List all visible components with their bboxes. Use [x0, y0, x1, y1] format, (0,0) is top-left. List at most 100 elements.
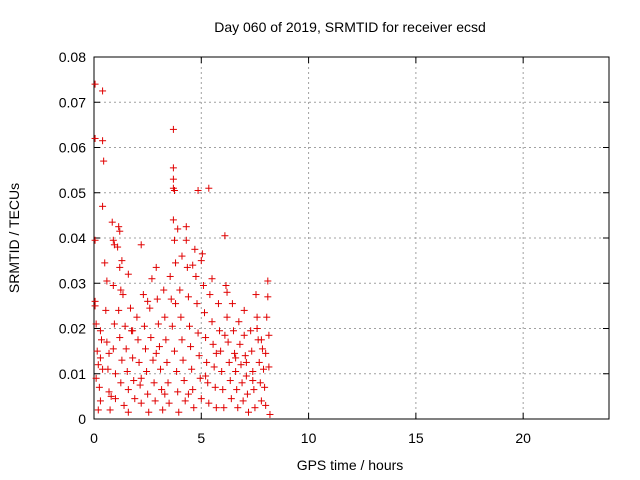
data-point — [94, 406, 102, 414]
data-point — [205, 399, 213, 407]
data-point — [197, 395, 205, 403]
data-point — [245, 408, 252, 416]
data-point — [264, 277, 272, 285]
data-point — [142, 345, 149, 353]
data-point — [233, 386, 241, 394]
data-point — [109, 282, 117, 290]
data-point — [223, 288, 231, 296]
data-point — [257, 397, 265, 405]
data-point — [169, 175, 177, 183]
data-point — [260, 365, 268, 373]
data-point — [266, 410, 274, 418]
points-layer — [91, 80, 274, 418]
data-point — [137, 374, 145, 382]
data-point — [153, 295, 161, 303]
data-point — [169, 125, 177, 133]
data-point — [196, 374, 204, 382]
data-point — [228, 300, 236, 308]
data-point — [129, 327, 137, 335]
data-point — [134, 336, 142, 344]
data-point — [194, 329, 202, 337]
data-point — [151, 397, 159, 405]
data-point — [265, 331, 273, 339]
data-point — [209, 340, 217, 348]
data-point — [144, 390, 152, 398]
data-point — [178, 336, 186, 344]
data-point — [195, 352, 203, 360]
data-point — [103, 338, 111, 346]
data-point — [218, 367, 226, 375]
data-point — [264, 293, 272, 301]
data-point — [143, 367, 151, 375]
data-point — [261, 383, 269, 391]
data-point — [107, 392, 115, 400]
data-point — [190, 404, 198, 412]
data-point — [206, 291, 214, 299]
data-point — [100, 157, 108, 165]
data-point — [223, 313, 231, 321]
data-point — [118, 257, 126, 265]
data-point — [124, 270, 132, 278]
data-point — [109, 345, 117, 353]
data-point — [221, 232, 229, 240]
data-point — [130, 377, 138, 385]
data-point — [225, 358, 233, 366]
data-point — [237, 361, 245, 369]
data-point — [162, 336, 170, 344]
data-point — [98, 336, 106, 344]
data-point — [224, 338, 232, 346]
data-point — [219, 386, 227, 394]
data-point — [221, 331, 229, 339]
y-tick-label: 0.03 — [59, 275, 86, 291]
data-point — [152, 349, 160, 357]
data-point — [204, 379, 212, 387]
data-point — [165, 399, 173, 407]
y-tick-label: 0.04 — [59, 230, 86, 246]
data-point — [232, 354, 240, 362]
data-point — [248, 347, 256, 355]
x-tick-label: 5 — [197, 430, 205, 446]
data-point — [220, 404, 228, 412]
data-point — [137, 241, 145, 249]
data-point — [198, 250, 206, 258]
data-point — [240, 306, 248, 314]
data-point — [170, 186, 178, 194]
x-tick-label: 15 — [408, 430, 424, 446]
data-point — [183, 263, 191, 271]
data-point — [161, 390, 169, 398]
data-point — [99, 87, 107, 95]
data-point — [178, 252, 186, 260]
data-point — [173, 367, 181, 375]
data-point — [203, 358, 211, 366]
data-point — [243, 390, 251, 398]
data-point — [169, 216, 177, 224]
data-point — [258, 345, 266, 353]
y-tick-label: 0.06 — [59, 140, 86, 156]
x-tick-label: 10 — [301, 430, 317, 446]
data-point — [96, 397, 104, 405]
data-point — [188, 365, 196, 373]
data-point — [96, 354, 104, 362]
data-point — [104, 365, 112, 373]
data-point — [152, 263, 160, 271]
data-point — [158, 386, 166, 394]
y-tick-label: 0 — [78, 411, 86, 427]
data-point — [265, 363, 273, 371]
data-point — [208, 318, 216, 326]
data-point — [172, 300, 180, 308]
data-point — [166, 272, 174, 280]
y-axis-label: SRMTID / TECUs — [6, 183, 22, 293]
data-point — [105, 349, 113, 357]
data-point — [91, 134, 99, 142]
data-point — [92, 374, 100, 382]
data-point — [179, 356, 187, 364]
data-point — [227, 395, 235, 403]
data-point — [92, 320, 100, 328]
data-point — [160, 286, 168, 294]
data-point — [181, 397, 189, 405]
y-tick-label: 0.05 — [59, 185, 86, 201]
data-point — [217, 347, 225, 355]
data-point — [119, 291, 127, 299]
data-point — [242, 372, 250, 380]
data-point — [262, 349, 270, 357]
